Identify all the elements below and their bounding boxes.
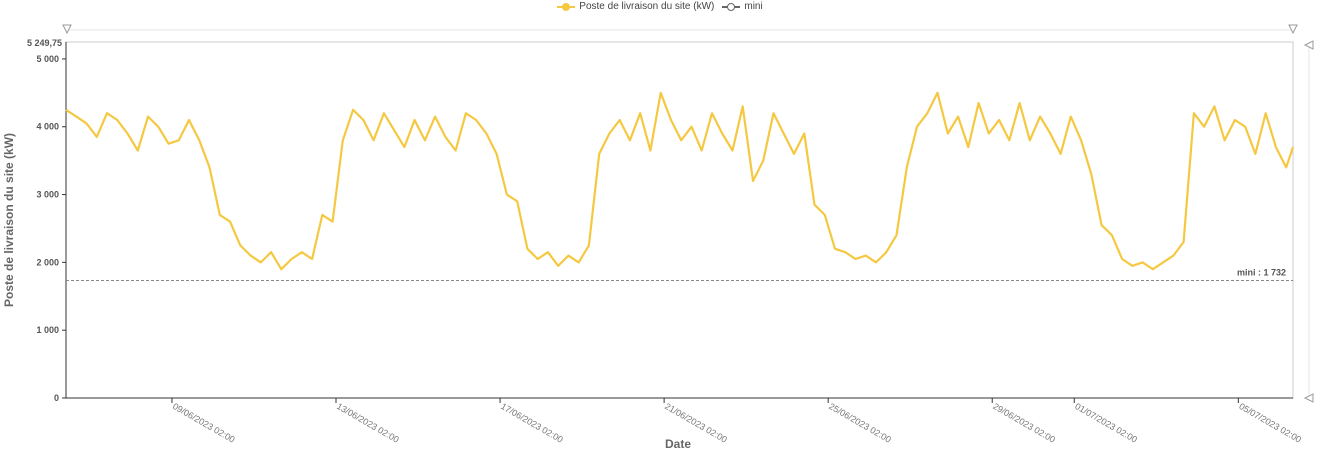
y-tick-label: 4 000 — [36, 122, 59, 132]
x-axis-title: Date — [665, 437, 691, 451]
y-tick-label: 2 000 — [36, 257, 59, 267]
legend-min-label: mini — [744, 1, 763, 12]
y-axis-ticks: 0 1 000 2 000 3 000 4 000 5 000 — [36, 54, 66, 403]
legend-series-marker-icon — [557, 2, 576, 12]
y-tick-label: 5 000 — [36, 54, 59, 64]
y-max-label: 5 249,75 — [27, 38, 62, 48]
x-axis-ticks: 09/06/2023 02:00 13/06/2023 02:00 17/06/20… — [171, 398, 1303, 445]
y-tick-label: 1 000 — [36, 325, 59, 335]
vertical-top-handle-icon[interactable] — [1303, 40, 1314, 50]
series-line-poste-de-livraison — [65, 91, 1295, 271]
x-tick-label: 01/07/2023 02:00 — [1073, 401, 1139, 445]
x-tick-label: 29/06/2023 02:00 — [991, 401, 1057, 445]
y-tick-label: 3 000 — [36, 190, 59, 200]
x-tick-label: 17/06/2023 02:00 — [499, 401, 565, 445]
legend: Poste de livraison du site (kW) mini — [0, 1, 1320, 12]
x-tick-label: 25/06/2023 02:00 — [827, 401, 893, 445]
range-start-handle-icon[interactable] — [62, 24, 72, 35]
x-tick-label: 13/06/2023 02:00 — [335, 401, 401, 445]
legend-series-label: Poste de livraison du site (kW) — [579, 1, 715, 12]
y-tick-label: 0 — [54, 393, 59, 403]
legend-item-series[interactable]: Poste de livraison du site (kW) — [557, 1, 714, 12]
legend-item-min[interactable]: mini — [722, 1, 763, 12]
x-tick-label: 05/07/2023 02:00 — [1237, 401, 1303, 445]
y-axis-title: Poste de livraison du site (kW) — [2, 133, 16, 307]
min-reference-label: mini : 1 732 — [1237, 268, 1286, 278]
vertical-bottom-handle-icon[interactable] — [1303, 393, 1314, 403]
x-tick-label: 09/06/2023 02:00 — [171, 401, 237, 445]
legend-min-marker-icon — [722, 2, 741, 12]
range-end-handle-icon[interactable] — [1288, 24, 1298, 35]
plot-area — [65, 41, 1294, 399]
